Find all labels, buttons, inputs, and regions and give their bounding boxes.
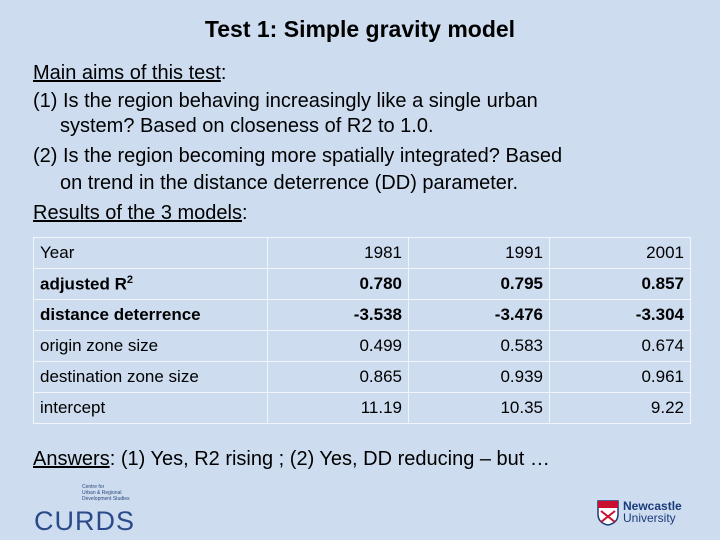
crest — [597, 500, 619, 526]
results-label: Results of the 3 models — [33, 202, 242, 224]
aim-line: (1) Is the region behaving increasingly … — [33, 90, 538, 112]
curds-line: Development Studies — [82, 496, 130, 502]
table-cell: 11.19 — [267, 392, 409, 424]
curds-logo: CURDS — [34, 506, 136, 536]
aim-line: system? Based on closeness of R2 to 1.0. — [60, 115, 434, 137]
answers-label: Answers — [33, 448, 110, 470]
row-label: destination zone size — [33, 361, 268, 393]
table-cell: -3.476 — [408, 299, 550, 331]
table-cell: 0.939 — [408, 361, 550, 393]
title: Test 1: Simple gravity model — [204, 16, 516, 42]
aim-line: (2) Is the region becoming more spatiall… — [33, 145, 563, 167]
superscript: 2 — [126, 273, 134, 286]
newcastle-logo: Newcastle University — [623, 500, 682, 524]
header-cell: Year — [33, 237, 268, 269]
answers-text: : (1) Yes, R2 rising ; (2) Yes, DD reduc… — [109, 448, 550, 470]
table-cell: 10.35 — [408, 392, 550, 424]
header-row: Year 1981 1991 2001 — [33, 237, 691, 269]
answers: Answers: (1) Yes, R2 rising ; (2) Yes, D… — [33, 448, 550, 471]
aims-heading: Main aims of this test: — [33, 62, 226, 85]
curds-small: Centre for Urban & Regional Development … — [82, 484, 130, 502]
row-label: origin zone size — [33, 330, 268, 362]
row-label-text: origin zone size — [40, 336, 159, 355]
table-row: distance deterrence -3.538 -3.476 -3.304 — [33, 299, 691, 331]
table-cell: 0.865 — [267, 361, 409, 393]
table-cell: 0.795 — [408, 268, 550, 300]
table-cell: 0.961 — [549, 361, 691, 393]
aim-line: on trend in the distance deterrence (DD)… — [60, 172, 519, 194]
table-cell: -3.538 — [267, 299, 409, 331]
row-label: intercept — [33, 392, 268, 424]
table-cell: -3.304 — [549, 299, 691, 331]
row-label: adjusted R2 — [33, 268, 268, 300]
colon: : — [242, 202, 248, 224]
table-cell: 0.583 — [408, 330, 550, 362]
curds-line: Centre for — [82, 484, 105, 490]
row-label-text: distance deterrence — [40, 305, 201, 324]
table-row: origin zone size 0.499 0.583 0.674 — [33, 330, 691, 362]
row-label-text: intercept — [40, 398, 106, 417]
colon: : — [220, 62, 227, 84]
row-label-text: destination zone size — [40, 367, 199, 386]
aims-label: Main aims of this test — [33, 62, 221, 84]
results-table: Year 1981 1991 2001 adjusted R2 0.780 0.795 0.8… — [33, 237, 691, 424]
newcastle-line: Newcastle — [623, 499, 682, 513]
newcastle-line: University — [623, 511, 676, 525]
table-row: intercept 11.19 10.35 9.22 — [33, 392, 691, 424]
table-cell: 0.499 — [267, 330, 409, 362]
header-cell: 1981 — [267, 237, 409, 269]
row-label: distance deterrence — [33, 299, 268, 331]
header-cell: 1991 — [408, 237, 550, 269]
table-cell: 0.780 — [267, 268, 409, 300]
table-row: destination zone size 0.865 0.939 0.961 — [33, 361, 691, 393]
table-row: adjusted R2 0.780 0.795 0.857 — [33, 268, 691, 300]
curds-line: Urban & Regional — [82, 490, 122, 496]
table-cell: 9.22 — [549, 392, 691, 424]
table-cell: 0.857 — [549, 268, 691, 300]
row-label-text: adjusted R — [40, 274, 127, 294]
results-heading: Results of the 3 models: — [33, 202, 248, 225]
header-cell: 2001 — [549, 237, 691, 269]
table-cell: 0.674 — [549, 330, 691, 362]
